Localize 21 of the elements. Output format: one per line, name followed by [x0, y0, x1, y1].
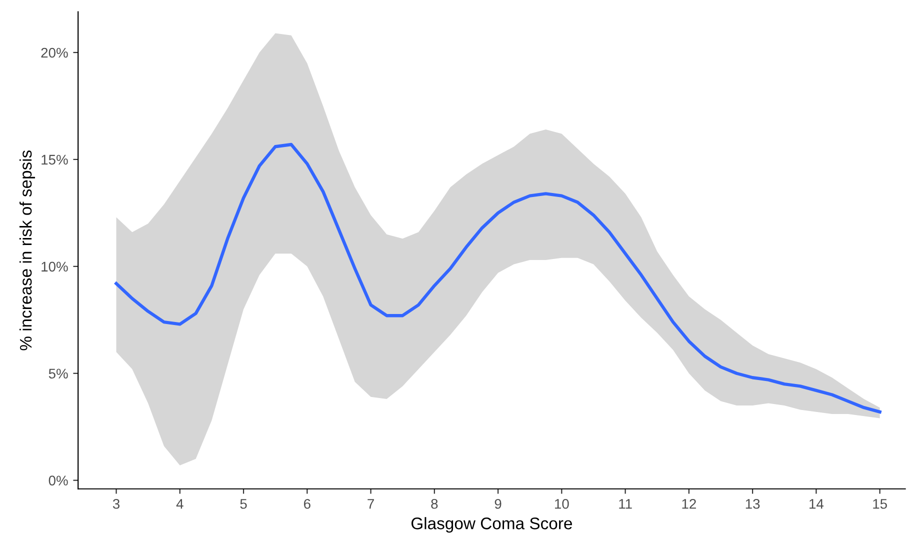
x-tick-label: 11 [619, 499, 632, 509]
y-tick-label: 0% [48, 476, 68, 486]
y-axis-title: % increase in risk of sepsis [19, 150, 36, 350]
y-tick-label: 5% [48, 368, 68, 379]
x-tick-label: 7 [368, 499, 374, 509]
x-tick-label: 9 [494, 498, 502, 509]
x-tick-label: 3 [112, 498, 120, 509]
y-tick-label: 15% [42, 154, 68, 165]
y-tick-label: 20% [41, 48, 68, 58]
line-series [114, 142, 882, 414]
x-tick-label: 6 [304, 498, 310, 509]
x-tick-label: 4 [176, 499, 184, 509]
x-axis-title: Glasgow Coma Score [411, 517, 572, 533]
y-tick-label: 10% [42, 262, 68, 272]
x-tick-label: 8 [431, 498, 438, 509]
x-tick-label: 5 [240, 499, 247, 509]
x-tick-label: 13 [746, 498, 760, 509]
x-tick-label: 12 [682, 498, 696, 509]
x-tick-label: 10 [555, 498, 569, 509]
x-tick-label: 14 [810, 499, 824, 509]
x-tick-label: 15 [873, 499, 887, 509]
